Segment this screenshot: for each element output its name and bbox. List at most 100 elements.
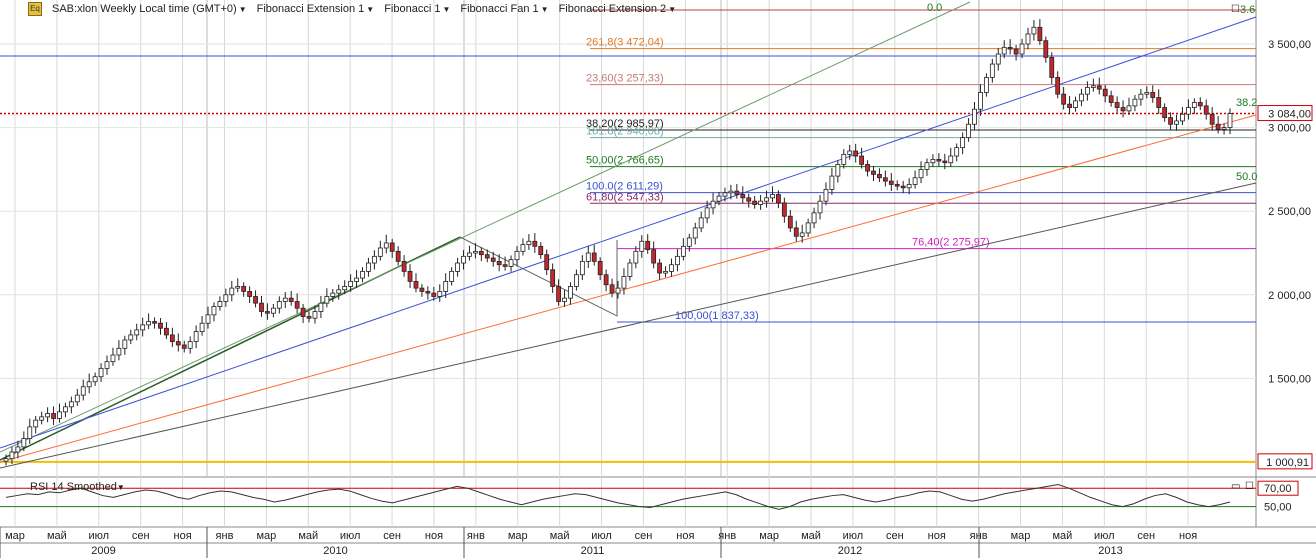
candle-body xyxy=(377,247,383,257)
candle-body xyxy=(223,294,229,302)
candle-body xyxy=(1186,107,1191,115)
fib-level-label: 76,40(2 275,97) xyxy=(912,237,990,249)
candle-body xyxy=(1215,123,1221,130)
candle-body xyxy=(793,227,799,237)
fan-label: 3.6 xyxy=(1240,4,1255,16)
candle-body xyxy=(395,250,401,262)
rsi-title-label: RSI 14 Smoothed xyxy=(30,481,117,493)
candle-body xyxy=(437,291,443,297)
candle-body xyxy=(51,413,56,419)
candle-body xyxy=(841,153,847,165)
candle-body xyxy=(467,252,472,257)
candle-body xyxy=(633,250,639,264)
candle-body xyxy=(835,163,841,177)
maximize-icon[interactable]: ☐ xyxy=(1245,481,1254,492)
candle-body xyxy=(152,321,157,324)
candle-body xyxy=(1150,92,1156,98)
candle-body xyxy=(651,249,657,264)
candle-body xyxy=(1132,98,1138,107)
candle-body xyxy=(1043,40,1049,58)
study-fib-ext-2[interactable]: Fibonacci Extension 2 ▼ xyxy=(559,3,677,15)
x-tick-label: сен xyxy=(635,530,653,542)
y-tick-label: 1 500,00 xyxy=(1268,373,1311,385)
candle-body xyxy=(936,158,942,162)
symbol-menu[interactable]: SAB:xlon Weekly Local time (GMT+0) ▼ xyxy=(52,3,247,15)
chevron-down-icon: ▼ xyxy=(442,4,451,14)
candle-body xyxy=(425,291,431,294)
x-tick-label: июл xyxy=(591,530,612,542)
year-label: 2011 xyxy=(581,545,605,557)
candle-body xyxy=(829,175,835,190)
candle-body xyxy=(948,155,954,164)
candle-body xyxy=(609,284,615,294)
x-tick-label: ноя xyxy=(676,530,694,542)
candle-body xyxy=(324,296,330,304)
candle-body xyxy=(330,292,336,297)
candle-body xyxy=(1114,102,1120,108)
x-tick-label: янв xyxy=(467,530,485,542)
candle-body xyxy=(972,108,977,125)
candle-body xyxy=(639,240,645,252)
candle-body xyxy=(360,270,365,279)
candle-body xyxy=(104,361,110,369)
candle-body xyxy=(1174,120,1179,125)
candle-body xyxy=(134,329,140,336)
candle-body xyxy=(692,227,698,239)
candle-body xyxy=(669,264,674,272)
study-label: Fibonacci Extension 1 xyxy=(256,3,365,15)
rsi-line xyxy=(5,484,1231,510)
candle-body xyxy=(1138,93,1144,100)
candle-body xyxy=(1227,113,1233,128)
candle-body xyxy=(33,419,39,428)
chevron-down-icon: ▼ xyxy=(668,4,677,14)
candle-body xyxy=(63,406,68,413)
candle-body xyxy=(930,158,936,164)
x-tick-label: мар xyxy=(256,530,276,542)
candle-body xyxy=(680,245,686,257)
last-price-tag xyxy=(1257,105,1313,122)
fib-level-label: 38,20(2 985,97) xyxy=(586,118,664,130)
minimize-icon[interactable]: ▭ xyxy=(1231,481,1241,492)
candle-body xyxy=(1007,46,1013,50)
fan-line xyxy=(0,182,1257,469)
year-label: 2013 xyxy=(1098,545,1122,557)
candle-body xyxy=(562,297,567,302)
candle-body xyxy=(342,286,348,291)
support-price-tag xyxy=(1257,453,1313,470)
candle-body xyxy=(92,376,98,383)
study-fib-1[interactable]: Fibonacci 1 ▼ xyxy=(384,3,450,15)
candle-body xyxy=(413,281,419,289)
candle-body xyxy=(3,458,9,462)
study-fib-ext-1[interactable]: Fibonacci Extension 1 ▼ xyxy=(257,3,375,15)
year-label: 2009 xyxy=(91,545,115,557)
candle-body xyxy=(847,150,853,155)
candle-body xyxy=(544,254,550,271)
candle-body xyxy=(894,184,900,187)
candle-body xyxy=(407,270,413,282)
candle-body xyxy=(882,177,888,182)
candle-body xyxy=(1120,107,1126,112)
candle-body xyxy=(1096,85,1102,90)
study-fib-fan-1[interactable]: Fibonacci Fan 1 ▼ xyxy=(460,3,548,15)
rsi-menu[interactable]: RSI 14 Smoothed▼ xyxy=(30,481,125,493)
candle-body xyxy=(764,197,769,202)
x-tick-label: июл xyxy=(89,530,110,542)
rsi-70-label: 70,00 xyxy=(1264,483,1292,495)
candle-body xyxy=(514,250,520,261)
candle-body xyxy=(1126,105,1132,112)
candle-body xyxy=(942,160,948,164)
support-price-label: 1 000,91 xyxy=(1266,457,1309,469)
candle-body xyxy=(282,297,288,302)
candle-body xyxy=(591,252,597,262)
candle-body xyxy=(449,270,455,282)
candle-body xyxy=(229,287,235,296)
candle-body xyxy=(490,257,496,262)
candle-body xyxy=(217,301,223,307)
fib-level-label: 50,00(2 766,65) xyxy=(586,155,664,167)
candle-body xyxy=(983,77,989,93)
x-tick-label: сен xyxy=(1137,530,1155,542)
candle-body xyxy=(550,269,556,287)
candle-body xyxy=(116,347,122,356)
candle-body xyxy=(520,244,526,252)
maximize-icon[interactable]: ☐ xyxy=(1231,4,1240,15)
